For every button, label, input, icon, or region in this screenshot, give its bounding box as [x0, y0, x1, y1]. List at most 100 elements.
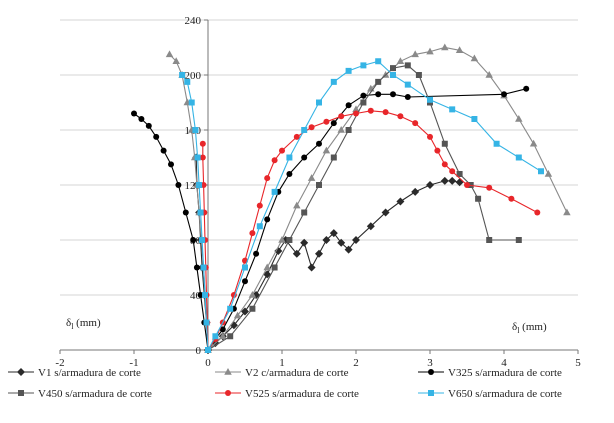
data-point [190, 237, 197, 243]
data-point [219, 326, 226, 333]
data-point [486, 237, 493, 243]
data-point [352, 236, 360, 244]
data-point [471, 116, 478, 122]
data-point [508, 195, 515, 202]
data-point [300, 238, 309, 247]
series-line-left [181, 74, 209, 351]
data-point [249, 230, 256, 237]
data-point [293, 201, 301, 209]
data-point [449, 106, 456, 113]
data-point [415, 72, 422, 78]
legend-entry-4: V525 s/armadura de corte [215, 388, 359, 400]
series-line-right [207, 110, 538, 351]
data-point [529, 139, 538, 147]
data-point [316, 140, 322, 147]
data-point [212, 333, 219, 340]
data-point [279, 147, 285, 154]
data-point [242, 278, 248, 285]
data-point [390, 72, 396, 78]
y-tick-label: 240 [185, 15, 202, 27]
data-point [441, 140, 448, 147]
data-point [271, 264, 278, 271]
legend-entry-3: V450 s/armadura de corte [8, 388, 152, 400]
data-point [404, 94, 411, 100]
data-point [179, 72, 186, 78]
legend-label: V650 s/armadura de corte [448, 388, 562, 400]
data-point [316, 182, 322, 188]
data-point [396, 57, 405, 64]
data-point [426, 47, 434, 55]
data-point [199, 237, 206, 243]
data-point [227, 333, 234, 340]
series-line-right [207, 180, 460, 351]
series-5 [179, 58, 544, 353]
data-point [501, 91, 507, 98]
data-point [202, 292, 209, 298]
data-point [316, 99, 322, 106]
x-tick-label: -1 [129, 357, 138, 369]
data-point [448, 176, 457, 185]
data-point [404, 62, 411, 69]
data-point [366, 222, 375, 231]
x-tick-label: 3 [427, 357, 433, 369]
data-point [367, 107, 374, 114]
data-point [426, 181, 434, 189]
data-point [271, 157, 278, 164]
data-point [256, 223, 263, 230]
data-point [194, 154, 201, 161]
data-point [515, 115, 523, 122]
data-point [188, 99, 195, 106]
data-point [538, 168, 544, 175]
data-point [360, 99, 367, 106]
legend-marker [18, 390, 24, 396]
data-point [449, 168, 456, 175]
series-0 [192, 153, 464, 354]
data-point [381, 208, 390, 217]
data-point [286, 171, 293, 177]
data-point [315, 249, 323, 258]
data-point [375, 91, 382, 98]
x-tick-label: 0 [205, 357, 211, 369]
y-tick-label: 0 [196, 345, 202, 357]
data-point [329, 229, 338, 238]
data-point [534, 209, 541, 216]
data-point [193, 264, 200, 271]
legend-entry-1: V2 c/armadura de corte [215, 367, 349, 379]
x-tick-label: 5 [575, 357, 581, 369]
data-point [199, 154, 206, 161]
data-point [192, 127, 199, 133]
data-point [323, 118, 330, 125]
legend-label: V525 s/armadura de corte [245, 388, 359, 400]
data-point [199, 140, 206, 147]
data-point [344, 245, 353, 254]
data-point [301, 127, 308, 133]
legend-marker [17, 368, 25, 376]
left-axis-annotation: δl (mm) [66, 317, 101, 331]
data-point [345, 67, 352, 74]
data-point [404, 81, 411, 88]
data-point [475, 195, 482, 202]
data-point [441, 43, 449, 51]
data-point [411, 50, 419, 58]
data-point [434, 147, 441, 154]
data-point [544, 170, 553, 177]
legend-entry-2: V325 s/armadura de corte [418, 367, 562, 379]
data-point [412, 120, 419, 127]
data-point [292, 249, 301, 258]
legend-label: V450 s/armadura de corte [38, 388, 152, 400]
data-point [456, 171, 463, 177]
data-point [264, 175, 271, 182]
legend-marker [225, 390, 231, 396]
data-point [308, 124, 315, 131]
x-tick-label: -2 [55, 357, 64, 369]
data-point [470, 54, 479, 62]
x-tick-label: 2 [353, 357, 359, 369]
data-point [427, 133, 433, 140]
data-point [301, 209, 308, 216]
data-point [440, 176, 449, 185]
y-tick-label: 40 [190, 290, 202, 302]
data-point [441, 161, 448, 168]
data-point [168, 161, 174, 168]
data-point [382, 109, 389, 116]
data-point [138, 116, 145, 122]
